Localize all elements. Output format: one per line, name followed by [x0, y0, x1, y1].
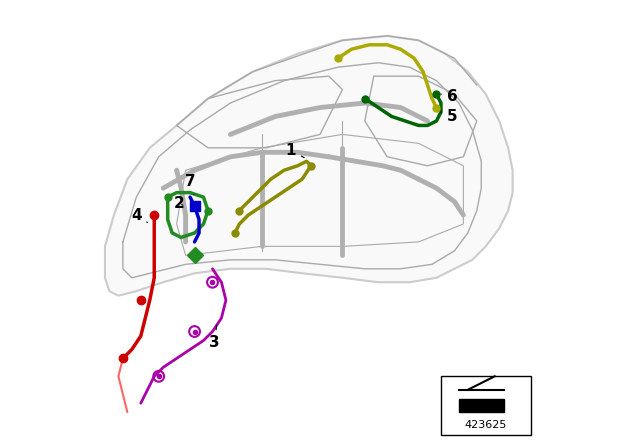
Text: 6: 6 — [441, 89, 458, 104]
Polygon shape — [105, 36, 513, 296]
Text: 3: 3 — [209, 325, 220, 350]
Text: 4: 4 — [131, 207, 147, 223]
Polygon shape — [459, 399, 504, 412]
Text: 7: 7 — [185, 174, 195, 194]
Text: 5: 5 — [441, 109, 458, 124]
Text: 1: 1 — [285, 142, 304, 158]
Text: 423625: 423625 — [465, 420, 507, 430]
FancyBboxPatch shape — [441, 376, 531, 435]
Text: 2: 2 — [173, 196, 184, 211]
